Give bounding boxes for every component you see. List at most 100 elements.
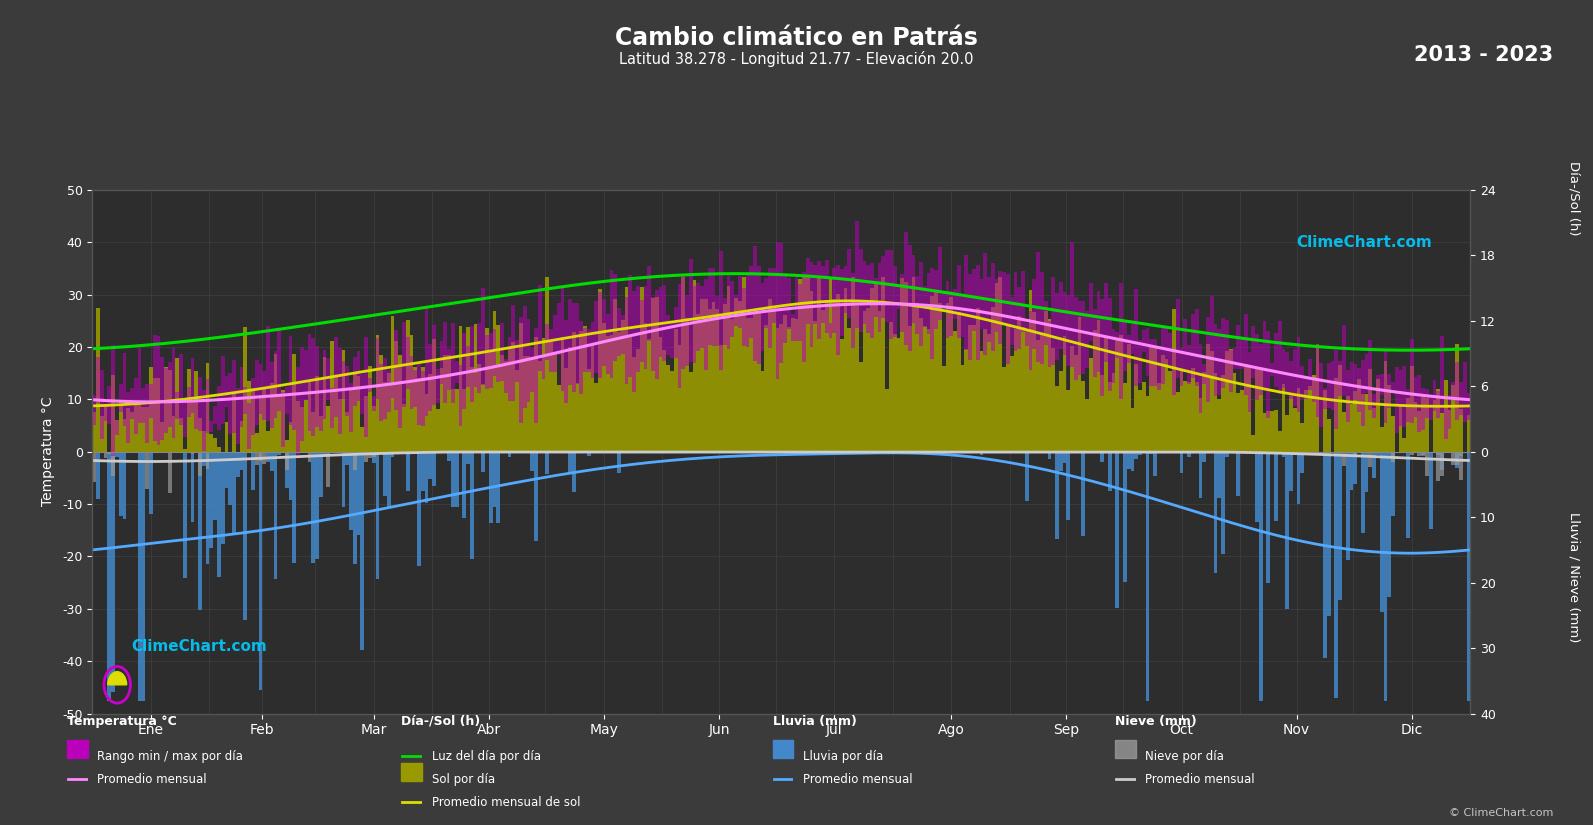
Bar (1198, 398, 1203, 452)
Bar (349, 389, 354, 452)
Bar (1236, 394, 1239, 452)
Bar (647, 266, 652, 341)
Bar (1278, 431, 1282, 452)
Bar (1300, 423, 1305, 452)
Bar (1399, 405, 1402, 452)
Bar (911, 277, 916, 452)
Bar (586, 452, 591, 455)
Bar (467, 346, 470, 388)
Bar (1338, 452, 1341, 454)
Bar (255, 433, 258, 452)
Bar (436, 369, 440, 403)
Bar (1440, 452, 1443, 476)
Bar (519, 323, 523, 452)
Bar (1104, 283, 1107, 361)
Bar (172, 416, 175, 452)
Bar (696, 314, 701, 452)
Bar (123, 452, 126, 519)
Bar (236, 452, 239, 477)
Bar (1418, 375, 1421, 431)
Bar (652, 298, 655, 452)
Bar (726, 286, 731, 452)
Bar (1429, 395, 1432, 420)
Bar (949, 296, 953, 452)
Text: Sol por día: Sol por día (432, 773, 495, 786)
Bar (217, 386, 221, 430)
Bar (580, 321, 583, 394)
Bar (277, 395, 280, 452)
Bar (1228, 349, 1233, 452)
Bar (1456, 452, 1459, 465)
Bar (481, 288, 484, 385)
Bar (1402, 366, 1407, 427)
Bar (977, 308, 980, 452)
Bar (1018, 287, 1021, 349)
Bar (425, 394, 429, 452)
Bar (718, 251, 723, 370)
Bar (1134, 452, 1137, 459)
Bar (803, 452, 806, 453)
Bar (798, 285, 803, 342)
Bar (905, 282, 908, 452)
Bar (1437, 452, 1440, 455)
Bar (886, 250, 889, 322)
Bar (1349, 403, 1354, 452)
Bar (288, 422, 293, 452)
Bar (613, 299, 616, 452)
Bar (1217, 329, 1222, 395)
Bar (335, 376, 338, 452)
Bar (280, 393, 285, 446)
Bar (1145, 396, 1150, 452)
Bar (296, 366, 299, 455)
Bar (930, 268, 933, 359)
Bar (202, 452, 205, 466)
Bar (511, 305, 515, 401)
Bar (1391, 452, 1395, 516)
Bar (432, 339, 436, 452)
Bar (1338, 365, 1341, 452)
Bar (511, 342, 515, 452)
Bar (1402, 438, 1407, 452)
Bar (1368, 452, 1372, 466)
Bar (137, 405, 142, 452)
Bar (671, 371, 674, 452)
Bar (456, 452, 459, 507)
Bar (723, 298, 726, 346)
Bar (1055, 294, 1059, 361)
Bar (980, 452, 983, 455)
Bar (311, 452, 315, 563)
Bar (338, 347, 341, 434)
Bar (889, 250, 892, 339)
Bar (1258, 452, 1263, 700)
Bar (1082, 301, 1085, 375)
Bar (346, 412, 349, 452)
Bar (1282, 452, 1286, 457)
Bar (96, 309, 100, 452)
Bar (398, 356, 401, 452)
Bar (572, 452, 575, 492)
Bar (1236, 325, 1239, 370)
Bar (409, 356, 413, 408)
Bar (1021, 327, 1024, 452)
Bar (964, 255, 969, 350)
Bar (677, 346, 682, 452)
Bar (746, 318, 749, 452)
Bar (946, 303, 949, 452)
Bar (1319, 363, 1324, 427)
Text: Lluvia / Nieve (mm): Lluvia / Nieve (mm) (1568, 512, 1580, 643)
Bar (1327, 363, 1330, 408)
Bar (354, 452, 357, 470)
Bar (640, 299, 644, 362)
Bar (115, 420, 119, 435)
Bar (1421, 452, 1426, 455)
Bar (773, 307, 776, 452)
Bar (1270, 411, 1274, 452)
Bar (319, 452, 323, 497)
Bar (605, 336, 610, 452)
Bar (1456, 344, 1459, 452)
Text: Nieve (mm): Nieve (mm) (1115, 714, 1196, 728)
Bar (553, 315, 556, 371)
Bar (1150, 347, 1153, 452)
Bar (1035, 252, 1040, 362)
Bar (1297, 389, 1300, 452)
